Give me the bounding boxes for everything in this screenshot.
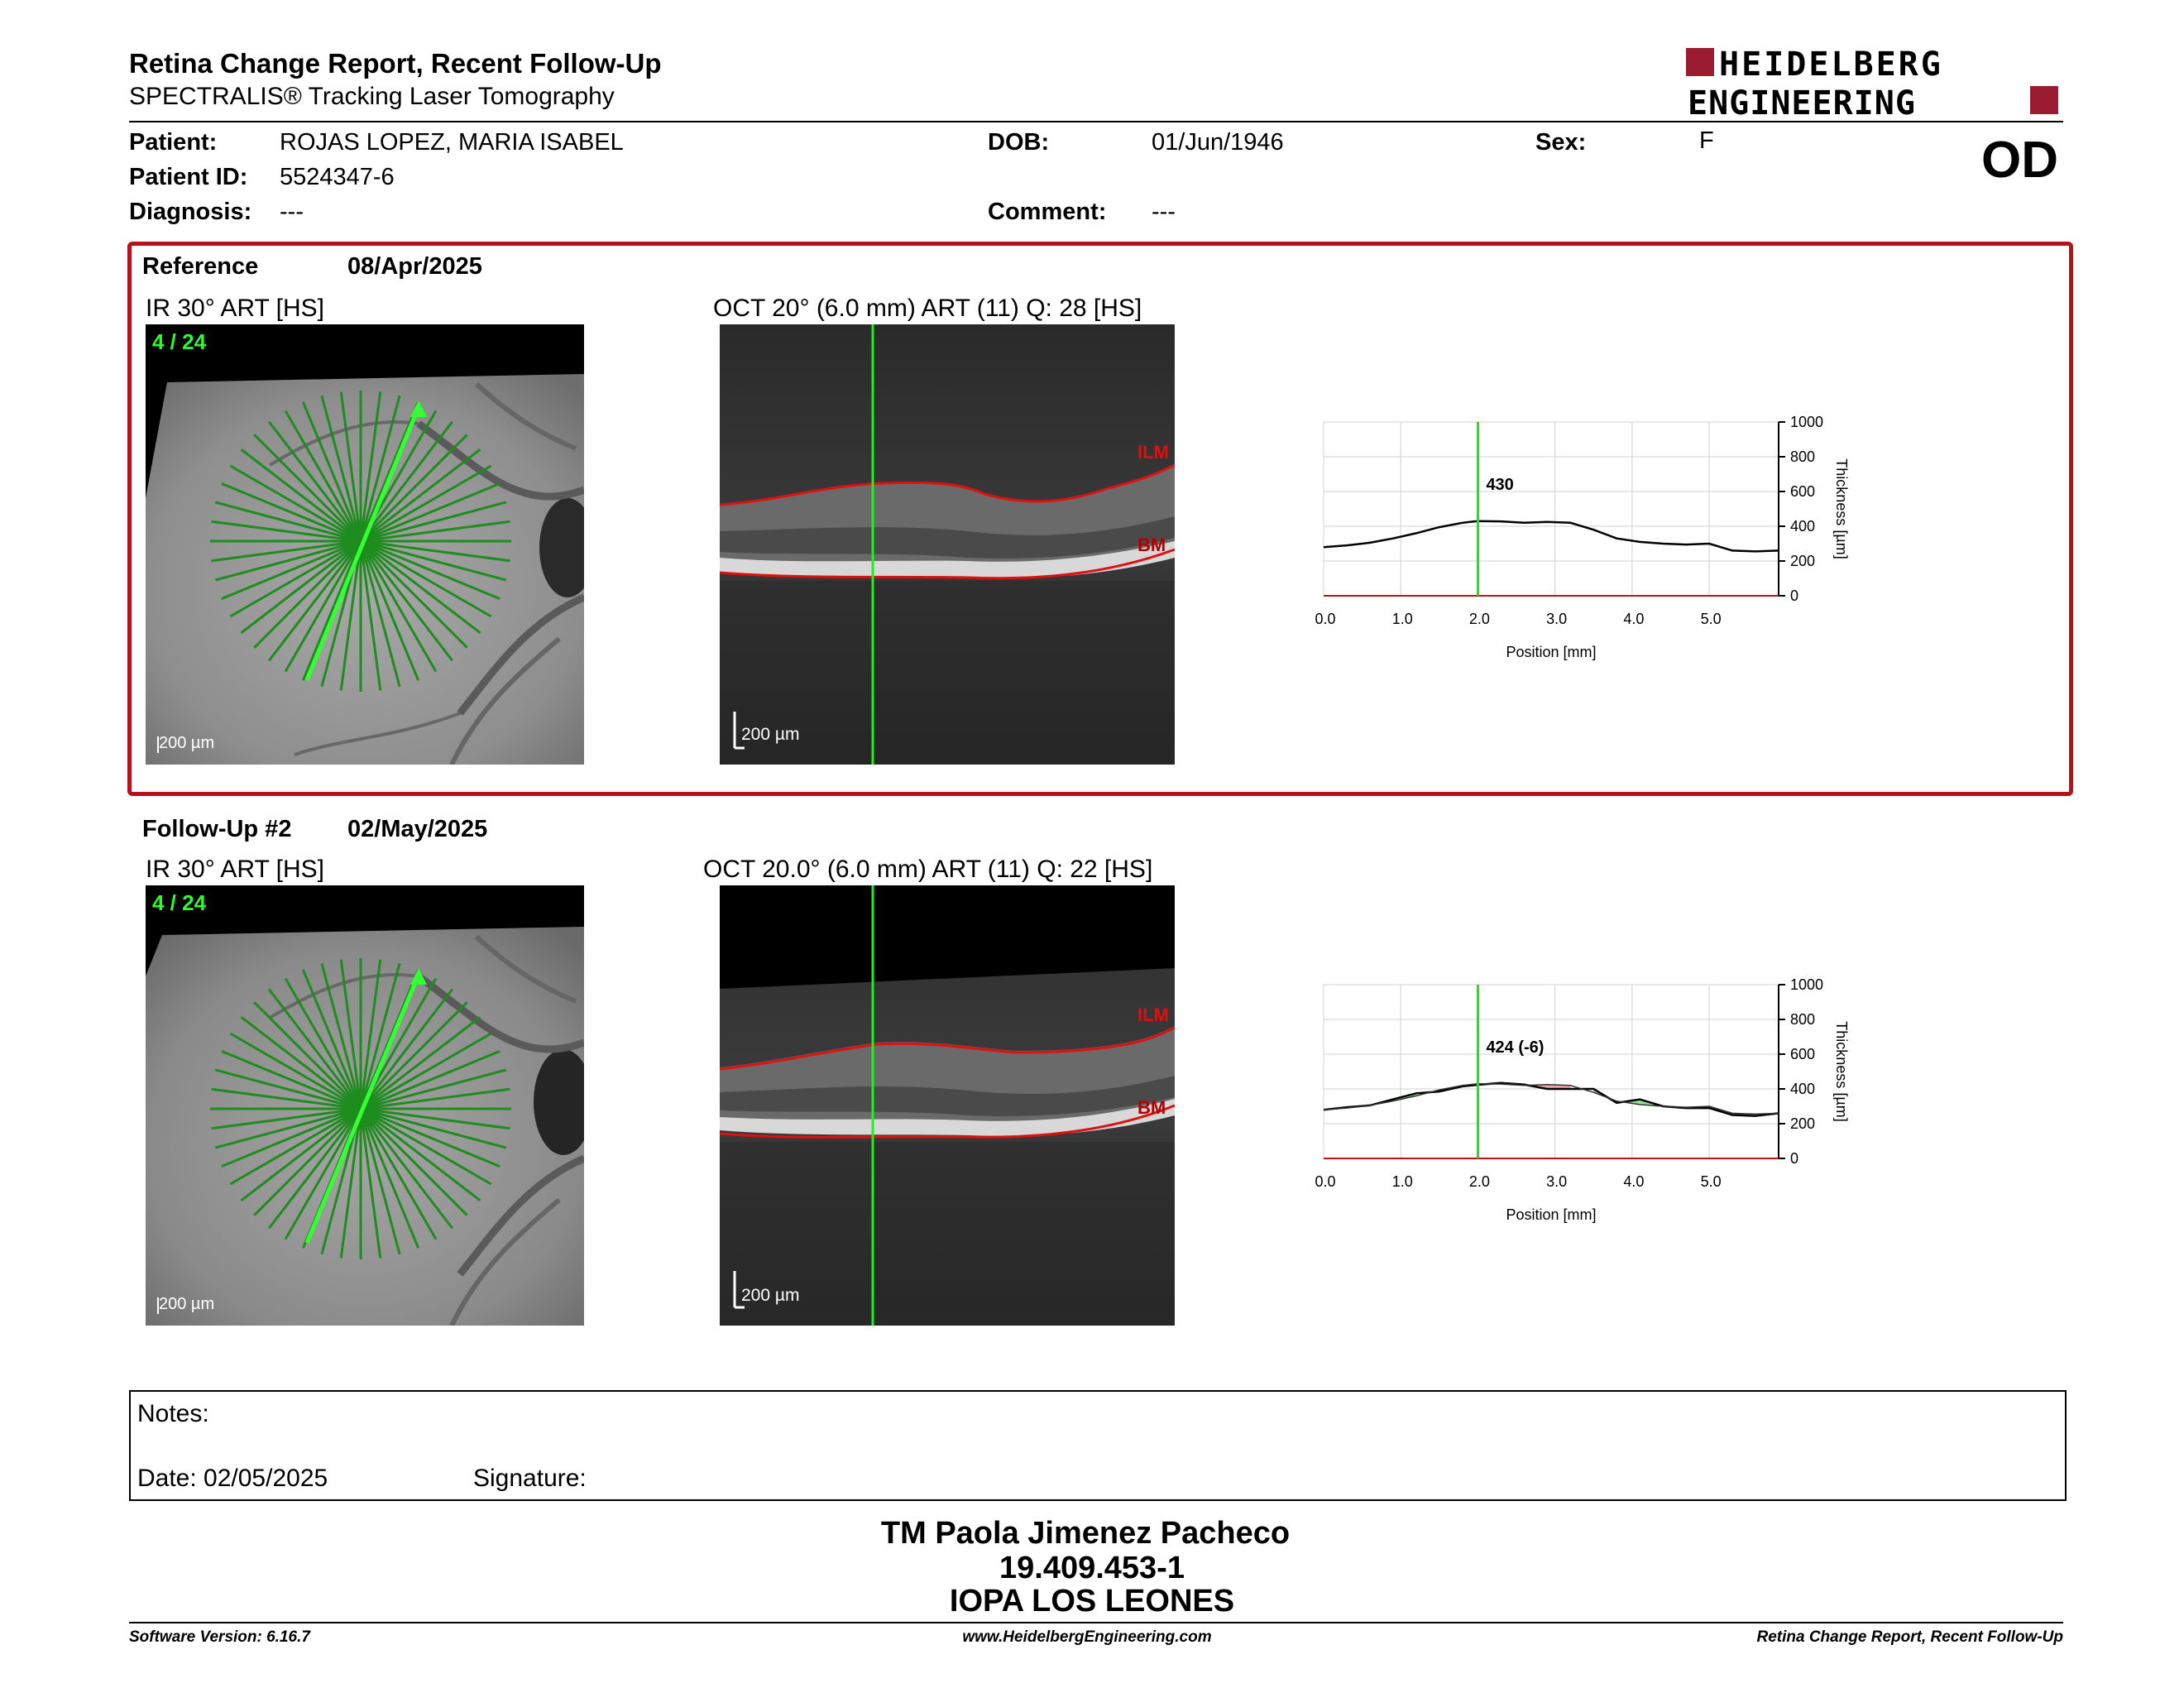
scan-line <box>211 520 510 563</box>
followup-oct-title: OCT 20.0° (6.0 mm) ART (11) Q: 22 [HS] <box>703 856 1153 883</box>
reference-date: 08/Apr/2025 <box>347 253 482 280</box>
y-tick-label: 1000 <box>1790 414 1823 430</box>
report-subtitle: SPECTRALIS® Tracking Laser Tomography <box>129 83 615 110</box>
y-tick-label: 600 <box>1790 1046 1815 1062</box>
reference-ir-frame-count: 4 / 24 <box>152 329 207 354</box>
reference-section <box>127 242 2073 796</box>
logo-line1: HEIDELBERG <box>1719 46 1943 84</box>
followup-ir-frame-count: 4 / 24 <box>152 890 207 915</box>
x-axis-label: Position [mm] <box>1506 1206 1596 1223</box>
patient-label: Patient: <box>129 129 218 156</box>
y-tick-label: 200 <box>1790 553 1815 569</box>
y-tick-label: 400 <box>1790 518 1815 535</box>
thickness-series-line <box>1323 1081 1779 1117</box>
y-axis-label: Thickness [µm] <box>1833 1021 1850 1121</box>
dob-value: 01/Jun/1946 <box>1152 129 1284 156</box>
x-tick-label: 0.0 <box>1315 1173 1335 1190</box>
x-tick-label: 0.0 <box>1315 611 1335 627</box>
header-divider <box>129 121 2063 122</box>
footer-software-version: Software Version: 6.16.7 <box>129 1628 310 1646</box>
followup-label: Follow-Up #2 <box>142 816 292 842</box>
patient-id: 5524347-6 <box>280 164 395 190</box>
patient-name: ROJAS LOPEZ, MARIA ISABEL <box>280 129 624 156</box>
footer-divider <box>129 1622 2063 1623</box>
x-tick-label: 1.0 <box>1392 611 1413 627</box>
cursor-value-label: 430 <box>1486 476 1513 494</box>
reference-ir-image: 4 / 24 200 µm <box>146 324 584 765</box>
followup-ilm-label: ILM <box>1138 1005 1169 1025</box>
followup-oct-image: ILM BM 200 µm <box>720 885 1175 1326</box>
y-axis-label: Thickness [µm] <box>1833 458 1850 559</box>
thickness-series-line <box>1323 520 1779 553</box>
x-tick-label: 4.0 <box>1623 1173 1644 1190</box>
reference-label: Reference <box>142 253 259 280</box>
reference-bm-label: BM <box>1138 535 1166 555</box>
patient-id-label: Patient ID: <box>129 164 248 190</box>
followup-thickness-chart: 0.0 1.0 2.0 3.0 4.0 5.0 0 200 400 600 800 1000 Posit… <box>1315 976 1850 1223</box>
reference-oct-scale-label: 200 µm <box>741 725 800 744</box>
notes-date: Date: 02/05/2025 <box>137 1465 328 1492</box>
notes-box: Notes: Date: 02/05/2025 Signature: <box>129 1390 2067 1501</box>
y-tick-label: 800 <box>1790 1011 1815 1028</box>
eye-indicator: OD <box>1981 132 2058 189</box>
dob-label: DOB: <box>988 129 1050 156</box>
x-tick-label: 5.0 <box>1701 611 1722 627</box>
report-title: Retina Change Report, Recent Follow-Up <box>129 48 662 79</box>
diagnosis-value: --- <box>280 199 304 225</box>
y-tick-label: 200 <box>1790 1115 1815 1132</box>
logo-line2: ENGINEERING <box>1688 84 1916 121</box>
comment-value: --- <box>1152 199 1176 225</box>
thickness-series-line <box>1323 1082 1779 1115</box>
x-tick-label: 2.0 <box>1469 611 1490 627</box>
x-tick-label: 4.0 <box>1623 611 1644 627</box>
heidelberg-logo: HEIDELBERG ENGINEERING <box>1686 45 2060 122</box>
followup-ir-scale-label: 200 µm <box>159 1295 215 1313</box>
reference-thickness-chart: 0.0 1.0 2.0 3.0 4.0 5.0 0 200 400 600 800 1000 Posit… <box>1315 414 1850 660</box>
followup-ir-scale-bar: 200 µm <box>157 1295 214 1314</box>
comment-label: Comment: <box>988 199 1107 225</box>
y-tick-label: 800 <box>1790 448 1815 465</box>
diagnosis-label: Diagnosis: <box>129 199 252 225</box>
followup-date: 02/May/2025 <box>347 816 488 842</box>
x-tick-label: 2.0 <box>1469 1173 1490 1190</box>
y-tick-label: 600 <box>1790 483 1815 500</box>
y-tick-label: 1000 <box>1790 976 1823 993</box>
x-axis-label: Position [mm] <box>1506 644 1596 660</box>
footer-website[interactable]: www.HeidelbergEngineering.com <box>962 1628 1212 1646</box>
reference-ir-scale-label: 200 µm <box>159 734 215 752</box>
reference-oct-title: OCT 20° (6.0 mm) ART (11) Q: 28 [HS] <box>713 295 1142 322</box>
x-tick-label: 5.0 <box>1701 1173 1722 1190</box>
sex-label: Sex: <box>1535 129 1587 156</box>
followup-bm-label: BM <box>1138 1097 1166 1118</box>
reference-ir-scale-bar: 200 µm <box>157 734 214 753</box>
sex-value: F <box>1699 127 1714 154</box>
stamp-line-3: IOPA LOS LEONES <box>949 1584 1235 1618</box>
reference-ir-title: IR 30° ART [HS] <box>146 295 324 322</box>
footer-report-name: Retina Change Report, Recent Follow-Up <box>1756 1628 2063 1646</box>
y-tick-label: 400 <box>1790 1081 1815 1097</box>
signature-label: Signature: <box>473 1465 587 1492</box>
stamp-line-2: 19.409.453-1 <box>999 1551 1185 1585</box>
notes-label: Notes: <box>137 1400 209 1427</box>
reference-scan-pattern <box>210 391 511 692</box>
followup-oct-scale-label: 200 µm <box>741 1286 800 1305</box>
y-tick-label: 0 <box>1790 587 1798 604</box>
reference-ilm-label: ILM <box>1138 442 1169 463</box>
reference-oct-image: ILM BM 200 µm <box>720 324 1175 765</box>
followup-ir-image: 4 / 24 200 µm <box>146 885 584 1326</box>
followup-ir-title: IR 30° ART [HS] <box>146 856 324 883</box>
stamp-line-1: TM Paola Jimenez Pacheco <box>880 1516 1291 1551</box>
cursor-value-label: 424 (-6) <box>1486 1038 1544 1057</box>
x-tick-label: 1.0 <box>1392 1173 1413 1190</box>
x-tick-label: 3.0 <box>1546 611 1567 627</box>
y-tick-label: 0 <box>1790 1150 1798 1167</box>
x-tick-label: 3.0 <box>1546 1173 1567 1190</box>
